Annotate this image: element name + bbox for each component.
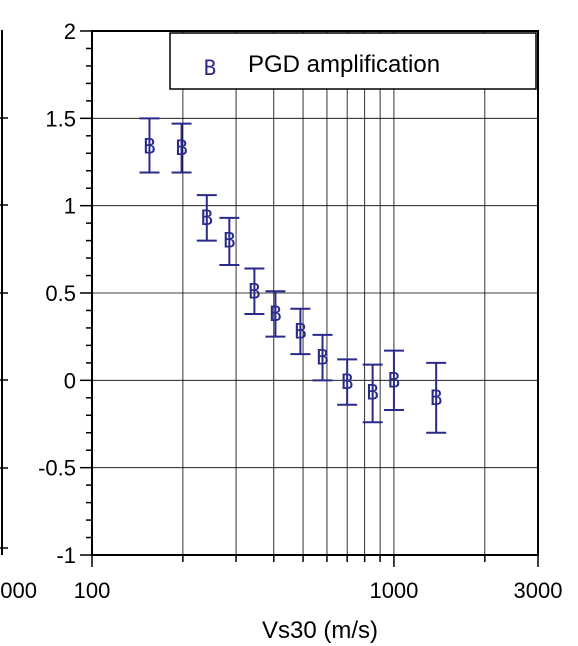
data-point: B	[244, 267, 265, 315]
data-point: B	[196, 194, 217, 242]
y-tick-label: 0.5	[45, 281, 76, 306]
data-marker: B	[269, 302, 282, 326]
data-point: B	[139, 117, 160, 174]
x-tick-label: 1000	[369, 578, 418, 603]
legend-marker: B	[204, 56, 217, 80]
data-marker: B	[175, 136, 188, 160]
data-marker: B	[200, 206, 213, 230]
data-point: B	[383, 349, 404, 412]
axis-ticks	[80, 30, 539, 567]
data-marker: B	[143, 134, 156, 158]
data-marker: B	[430, 386, 443, 410]
x-tick-labels: 100 1000 3000	[74, 578, 563, 603]
data-marker: B	[388, 368, 401, 392]
data-point: B	[265, 290, 286, 338]
data-marker: B	[223, 229, 236, 253]
left-panel-tick-label: 000	[0, 578, 37, 603]
data-marker: B	[248, 279, 261, 303]
legend-label: PGD amplification	[248, 51, 440, 78]
plot-frame	[91, 30, 539, 556]
data-marker: B	[366, 381, 379, 405]
y-tick-label: -0.5	[38, 456, 76, 481]
grid	[92, 31, 538, 555]
x-tick-label: 3000	[514, 578, 563, 603]
data-point: B	[362, 363, 383, 424]
x-tick-label: 100	[74, 578, 111, 603]
data-marker: B	[316, 346, 329, 370]
legend-box	[169, 32, 537, 90]
data-point: B	[290, 307, 311, 356]
data-point: B	[426, 361, 447, 434]
y-tick-label: 0	[64, 368, 76, 393]
data-marker: B	[341, 370, 354, 394]
y-tick-labels: 2 1.5 1 0.5 0 -0.5 -1	[38, 19, 76, 568]
y-tick-label: 2	[64, 19, 76, 44]
y-tick-label: -1	[56, 543, 76, 568]
data-point: B	[337, 358, 358, 406]
y-tick-label: 1	[64, 194, 76, 219]
data-point: B	[312, 333, 333, 382]
y-tick-label: 1.5	[45, 106, 76, 131]
x-axis-title: Vs30 (m/s)	[262, 617, 378, 644]
data-marker: B	[294, 319, 307, 343]
legend: B PGD amplification	[169, 32, 537, 90]
data-point: B	[171, 122, 192, 174]
data-point: B	[219, 216, 240, 267]
